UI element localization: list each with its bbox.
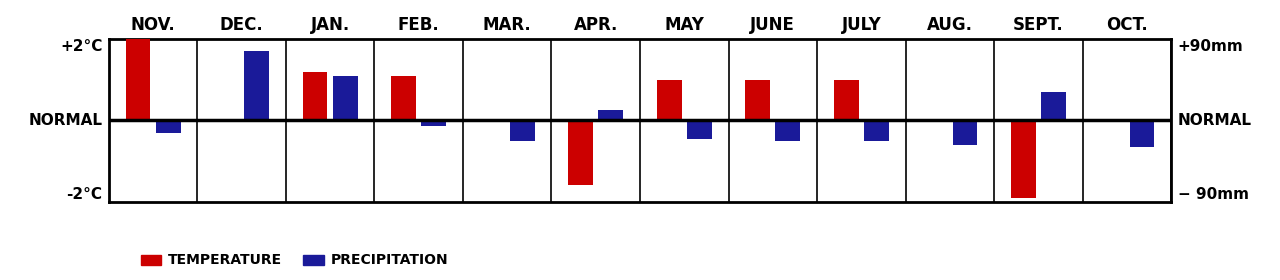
Text: − 90mm: − 90mm <box>1178 186 1248 202</box>
Bar <box>952 120 978 145</box>
Bar <box>125 39 151 120</box>
Text: -2°C: -2°C <box>67 186 102 202</box>
Text: +2°C: +2°C <box>60 39 102 54</box>
Bar <box>776 120 800 141</box>
Bar <box>1011 120 1036 198</box>
Bar <box>1129 120 1155 147</box>
Bar <box>598 110 623 120</box>
Bar <box>156 120 180 133</box>
Bar <box>333 76 357 120</box>
Bar <box>657 80 682 120</box>
Bar <box>1041 92 1066 120</box>
Bar <box>244 52 269 120</box>
Bar <box>745 80 771 120</box>
Bar <box>421 120 447 127</box>
Bar <box>687 120 712 139</box>
Legend: TEMPERATURE, PRECIPITATION: TEMPERATURE, PRECIPITATION <box>134 248 454 273</box>
Bar <box>392 76 416 120</box>
Text: +90mm: +90mm <box>1178 39 1243 54</box>
Text: NORMAL: NORMAL <box>1178 113 1252 128</box>
Bar <box>568 120 593 185</box>
Bar <box>864 120 888 141</box>
Bar <box>302 72 328 120</box>
Bar <box>509 120 535 141</box>
Bar <box>833 80 859 120</box>
Text: NORMAL: NORMAL <box>28 113 102 128</box>
